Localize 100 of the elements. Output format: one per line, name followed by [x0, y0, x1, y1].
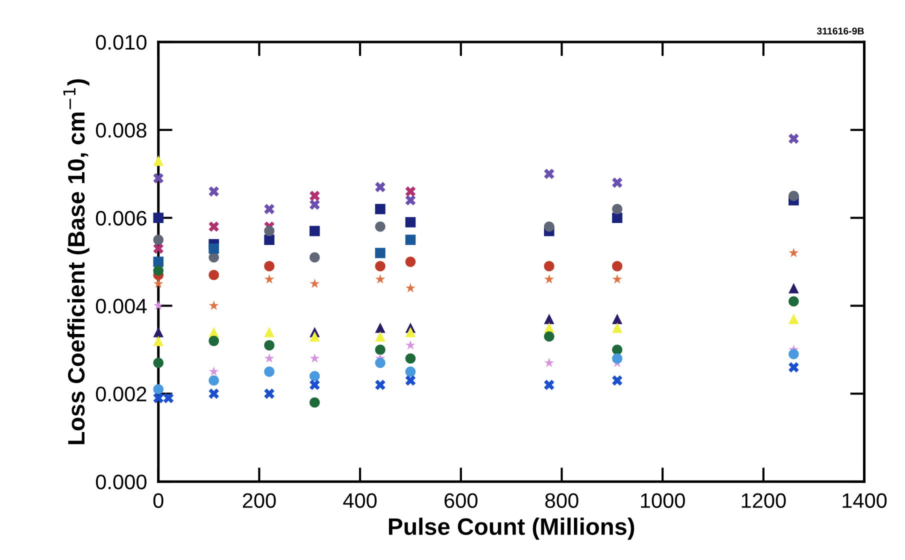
point: [612, 261, 622, 272]
point: [208, 300, 219, 310]
point: [208, 243, 219, 254]
point: [153, 336, 164, 346]
point: [375, 331, 386, 342]
point: [788, 283, 799, 294]
point: [544, 358, 554, 368]
point: [310, 353, 320, 363]
point: [544, 261, 554, 272]
point: [264, 274, 274, 284]
point: [612, 274, 622, 284]
point: [264, 261, 274, 272]
point: [612, 314, 622, 324]
point: [405, 353, 416, 364]
y-tick-label: 0.006: [96, 210, 146, 226]
point: [375, 344, 386, 355]
point: [405, 375, 416, 386]
point: [788, 296, 799, 307]
point: [405, 186, 416, 197]
y-tick-label: 0.000: [96, 474, 146, 490]
point: [208, 388, 219, 399]
x-tick-label: 1200: [742, 493, 786, 508]
point: [153, 384, 164, 394]
point: [375, 221, 386, 232]
point: [153, 156, 164, 166]
point: [153, 173, 164, 184]
y-axis-title: Loss Coefficient (Base 10, cm$^{−1}$): [63, 79, 90, 444]
x-tick-label: 0: [153, 493, 164, 508]
point: [544, 221, 554, 232]
point: [310, 278, 320, 288]
point: [405, 234, 416, 245]
point: [375, 182, 386, 192]
point: [310, 190, 320, 202]
point: [208, 366, 219, 376]
x-tick-label: 400: [343, 493, 377, 508]
point: [264, 366, 274, 377]
point: [612, 212, 622, 223]
point: [208, 221, 219, 232]
point: [612, 375, 622, 386]
point: [375, 204, 386, 214]
point: [375, 380, 386, 390]
point: [544, 314, 554, 324]
point: [310, 380, 320, 390]
point: [310, 370, 320, 382]
x-axis-title: Pulse Count (Millions): [388, 518, 634, 540]
point: [612, 344, 622, 355]
point: [405, 195, 416, 206]
point: [153, 358, 164, 368]
point: [375, 322, 386, 333]
point: [612, 178, 622, 188]
point: [310, 331, 320, 342]
point: [310, 397, 320, 408]
point: [153, 278, 164, 288]
point: [612, 322, 622, 333]
point: [153, 212, 164, 223]
point: [153, 392, 164, 404]
x-tick-label: 1400: [842, 493, 887, 508]
point: [612, 353, 622, 364]
point: [264, 326, 274, 338]
point: [208, 336, 219, 346]
point: [264, 234, 274, 245]
point: [264, 340, 274, 350]
point: [788, 314, 799, 324]
point: [544, 168, 554, 180]
text: 311616-9B: [816, 28, 864, 34]
x-tick-label: 600: [444, 493, 478, 508]
point: [375, 358, 386, 368]
point: [153, 243, 164, 254]
point: [544, 331, 554, 342]
point: [788, 362, 799, 372]
point: [405, 256, 416, 267]
point: [405, 217, 416, 228]
point: [208, 375, 219, 386]
y-tick-label: 0.004: [96, 298, 147, 314]
x-tick-label: 800: [545, 493, 578, 508]
point: [264, 388, 274, 399]
point: [405, 366, 416, 377]
point: [375, 261, 386, 272]
point: [406, 283, 416, 292]
point: [208, 186, 219, 197]
point: [375, 248, 386, 258]
point: [310, 200, 320, 210]
point: [153, 234, 164, 245]
point: [375, 274, 386, 284]
point: [153, 265, 164, 276]
point: [788, 348, 799, 360]
point: [264, 226, 274, 236]
point: [788, 134, 799, 144]
point: [208, 270, 219, 280]
point: [406, 340, 416, 350]
y-tick-label: 0.002: [96, 386, 146, 402]
point: [153, 326, 164, 338]
point: [153, 256, 164, 267]
point: [310, 226, 320, 236]
point: [163, 392, 174, 404]
y-tick-label: 0.008: [96, 122, 146, 138]
x-tick-label: 200: [242, 493, 276, 508]
x-tick-label: 1000: [641, 493, 685, 508]
point: [612, 204, 622, 214]
point: [788, 248, 799, 258]
